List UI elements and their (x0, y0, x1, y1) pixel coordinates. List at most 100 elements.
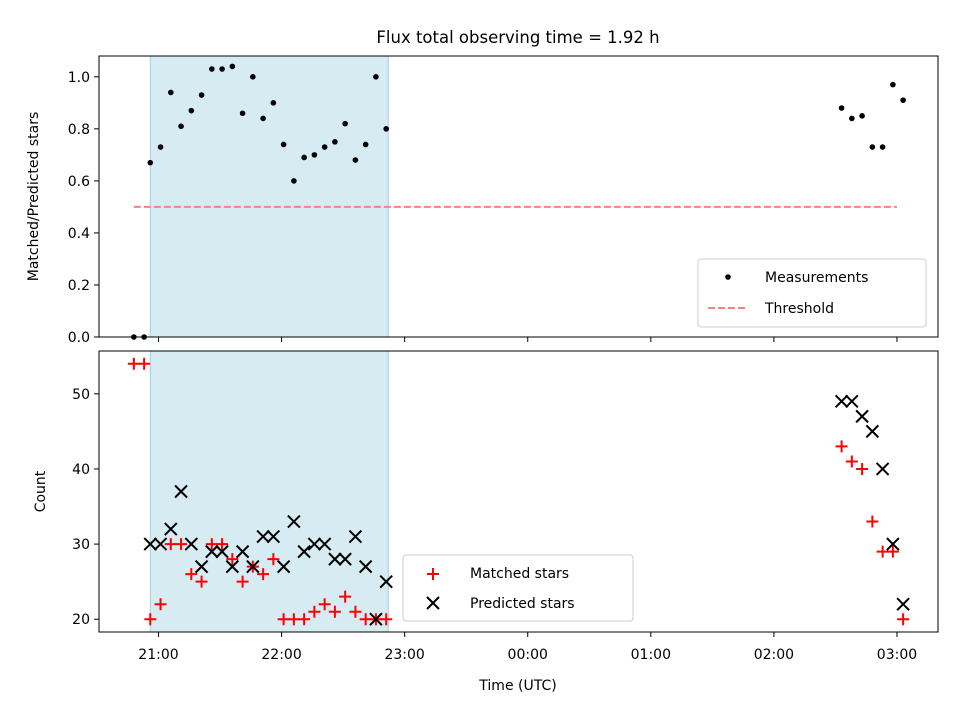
measurement-point (260, 115, 266, 122)
matched-star-point (164, 538, 177, 551)
predicted-star-point (834, 394, 849, 409)
measurement-point (342, 120, 348, 127)
measurement-point (332, 139, 338, 145)
legend-label-matched: Matched stars (470, 566, 569, 582)
measurement-point (311, 152, 318, 158)
matched-star-point (349, 605, 362, 618)
matched-star-point (127, 357, 140, 370)
top-y-tick-label: 0.2 (68, 278, 90, 294)
predicted-star-point (194, 559, 209, 574)
measurement-point (890, 81, 896, 88)
predicted-star-point (235, 544, 250, 559)
matched-star-point (195, 575, 208, 588)
bottom-y-tick-label: 50 (72, 387, 90, 403)
predicted-star-point (205, 544, 219, 559)
x-tick-label: 22:00 (261, 647, 301, 663)
matched-star-point (205, 538, 218, 551)
predicted-star-point (369, 612, 383, 626)
matched-star-point (144, 613, 157, 626)
measurement-point (291, 178, 297, 184)
matched-star-point (257, 568, 270, 581)
top-points (131, 63, 906, 340)
predicted-star-point (164, 522, 178, 536)
legend-marker-predicted (426, 596, 440, 610)
x-tick-label: 00:00 (508, 647, 548, 663)
matched-star-point (185, 568, 198, 581)
matched-star-point (886, 545, 899, 558)
measurement-point (188, 107, 195, 114)
x-tick-label: 03:00 (877, 647, 917, 663)
measurement-point (838, 105, 845, 111)
legend-label-threshold: Threshold (764, 301, 834, 317)
matched-star-point (876, 545, 889, 558)
top-y-axis-label: Matched/Predicted stars (26, 112, 42, 282)
predicted-star-point (845, 394, 859, 409)
top-panel: 0.0 0.2 0.4 0.6 0.8 1.0 Matched/Predicted sta… (26, 55, 939, 346)
measurement-point (229, 63, 236, 70)
measurement-point (167, 89, 174, 96)
top-y-tick-label: 0.4 (68, 226, 90, 242)
measurement-point (280, 141, 287, 148)
measurement-point (859, 113, 865, 119)
predicted-star-point (266, 529, 281, 544)
matched-star-point (267, 553, 280, 566)
legend-label-measurements: Measurements (765, 270, 868, 286)
bottom-axes-frame (98, 350, 939, 633)
measurement-point (383, 126, 389, 132)
bottom-legend: Matched stars Predicted stars (402, 554, 634, 622)
predicted-star-point (256, 529, 270, 544)
bottom-y-tick-label: 30 (72, 537, 90, 553)
predicted-star-point (174, 484, 188, 499)
matched-star-point (308, 605, 321, 618)
predicted-star-point (287, 514, 301, 529)
bottom-y-tick-label: 40 (72, 462, 90, 478)
legend-label-predicted: Predicted stars (470, 596, 575, 612)
measurement-point (209, 66, 215, 72)
matched-star-point (175, 538, 188, 551)
top-legend-box (697, 258, 927, 328)
measurement-point (879, 144, 886, 150)
bottom-x-axis: 21:00 22:00 23:00 00:00 01:00 02:00 03:00 (138, 632, 917, 663)
matched-star-point (298, 613, 311, 626)
predicted-star-point (307, 537, 322, 551)
matched-star-point (277, 613, 290, 626)
x-axis-label: Time (UTC) (478, 678, 556, 694)
matched-star-point (287, 613, 300, 626)
measurement-point (352, 157, 359, 163)
predicted-star-point (855, 409, 869, 424)
predicted-star-point (328, 552, 342, 566)
top-y-axis: 0.0 0.2 0.4 0.6 0.8 1.0 (68, 70, 99, 346)
bottom-points (127, 357, 910, 626)
top-y-tick-label: 0.0 (68, 330, 90, 346)
top-x-ticks (157, 337, 898, 342)
top-shaded-region (149, 55, 389, 338)
measurement-point (198, 92, 205, 98)
measurement-point (362, 141, 369, 148)
measurement-point (157, 144, 164, 150)
predicted-star-point (338, 552, 352, 566)
measurement-point (321, 144, 328, 150)
predicted-star-point (317, 537, 332, 551)
x-tick-label: 23:00 (384, 647, 424, 663)
measurement-point (219, 66, 225, 72)
predicted-star-point (886, 537, 900, 551)
measurement-point (270, 100, 277, 106)
matched-star-point (845, 455, 858, 468)
predicted-star-point (153, 537, 168, 551)
measurement-point (900, 97, 906, 104)
bottom-legend-box (402, 554, 634, 622)
bottom-panel: 20 30 40 50 21:00 22:00 23:00 00:00 01:00 02:00 0… (33, 350, 939, 694)
top-y-tick-label: 0.8 (68, 122, 90, 138)
predicted-star-point (358, 559, 373, 574)
chart-title: Flux total observing time = 1.92 h (376, 28, 659, 47)
x-tick-label: 02:00 (754, 647, 794, 663)
predicted-star-point (875, 462, 890, 476)
top-y-tick-label: 0.6 (68, 174, 90, 190)
matched-star-point (216, 538, 229, 551)
matched-star-point (236, 575, 249, 588)
matched-star-point (897, 613, 910, 626)
bottom-y-tick-label: 20 (72, 612, 90, 628)
predicted-star-point (297, 544, 311, 559)
predicted-star-point (865, 424, 880, 439)
bottom-y-axis: 20 30 40 50 (72, 387, 99, 628)
